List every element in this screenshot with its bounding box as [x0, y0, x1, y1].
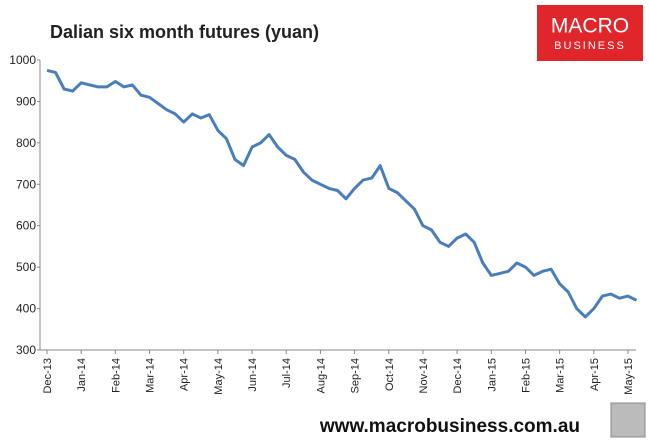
y-tick-label: 1000 [9, 53, 36, 67]
y-tick-label: 400 [16, 302, 36, 316]
x-tick-label: Apr-14 [179, 358, 191, 391]
x-tick-label: Mar-15 [555, 358, 567, 393]
footer: www.macrobusiness.com.au [319, 416, 580, 437]
x-tick-label: Jul-14 [281, 358, 293, 388]
x-tick-label: Feb-14 [110, 358, 122, 393]
chart-title: Dalian six month futures (yuan) [50, 22, 319, 42]
x-tick-label: May-15 [623, 358, 635, 395]
x-tick-label: Dec-14 [452, 358, 464, 393]
x-tick-label: Feb-15 [520, 358, 532, 393]
x-tick-label: Jan-15 [486, 358, 498, 392]
x-tick-label: Jan-14 [76, 358, 88, 392]
logo-text: BUSINESS [554, 40, 626, 52]
x-tick-label: Nov-14 [418, 358, 430, 393]
x-tick-label: Jun-14 [247, 358, 259, 392]
x-tick-label: Aug-14 [315, 358, 327, 393]
x-tick-label: Dec-13 [42, 358, 54, 393]
series-line [46, 68, 638, 319]
x-tick-label: Sep-14 [350, 358, 362, 393]
y-tick-label: 800 [16, 136, 36, 150]
y-tick-label: 600 [16, 219, 36, 233]
x-tick-label: Mar-14 [145, 358, 157, 393]
y-tick-label: 300 [16, 343, 36, 357]
y-tick-label: 700 [16, 177, 36, 191]
logo-box [537, 5, 643, 61]
y-tick-label: 500 [16, 260, 36, 274]
x-tick-label: May-14 [213, 358, 225, 395]
x-tick-label: Oct-14 [384, 358, 396, 391]
logo-text: MACRO [551, 15, 629, 38]
wolf-icon [610, 402, 646, 438]
y-tick-label: 900 [16, 94, 36, 108]
x-tick-label: Apr-15 [589, 358, 601, 391]
